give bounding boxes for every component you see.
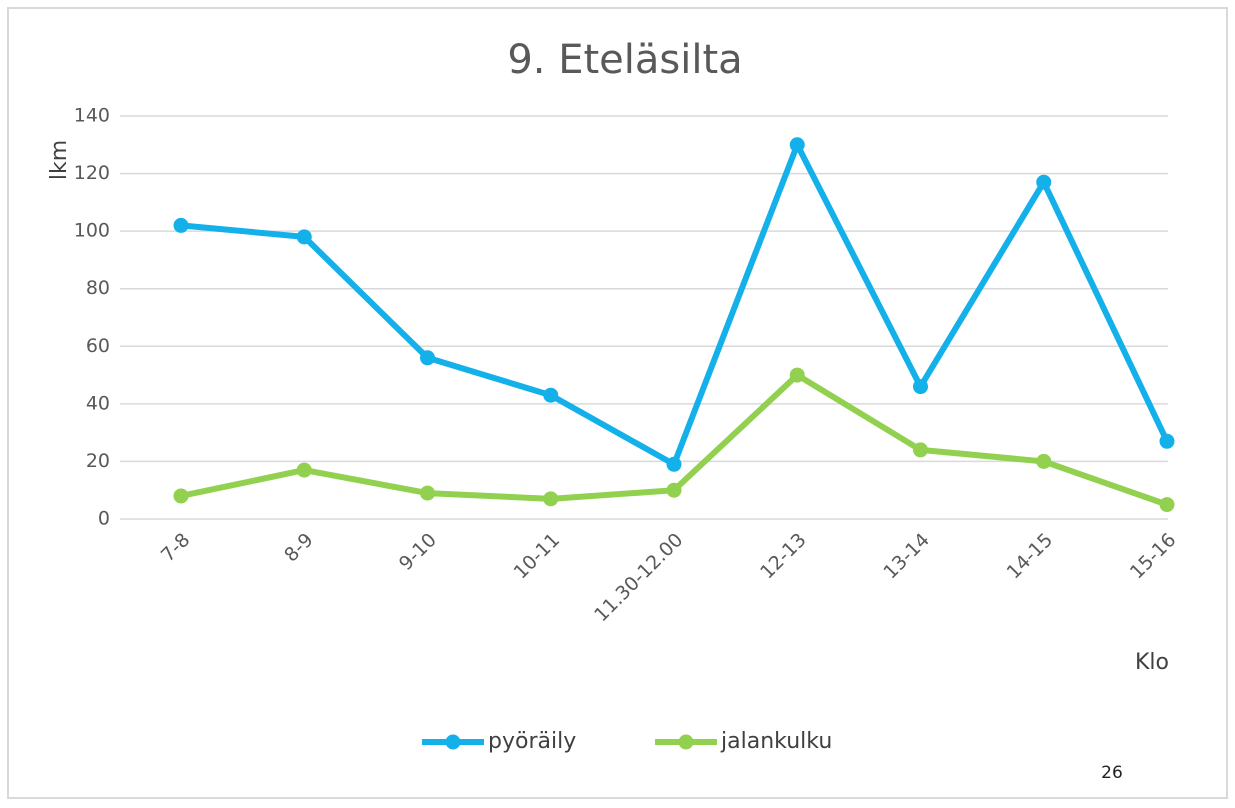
y-tick-label: 60 xyxy=(86,335,110,357)
y-tick-label: 100 xyxy=(74,220,110,242)
data-point xyxy=(543,491,559,507)
data-point xyxy=(666,482,682,498)
chart-title: 9. Eteläsilta xyxy=(507,37,742,83)
data-point xyxy=(296,462,312,478)
legend-marker xyxy=(445,734,461,750)
data-point xyxy=(1036,174,1052,190)
y-tick-label: 20 xyxy=(86,450,110,472)
data-point xyxy=(913,379,928,395)
data-point xyxy=(543,387,559,403)
data-point xyxy=(789,137,805,153)
data-point xyxy=(296,229,312,245)
legend-label: jalankulku xyxy=(720,729,832,754)
data-point xyxy=(173,217,189,233)
data-point xyxy=(420,485,435,501)
frame xyxy=(7,7,1228,799)
y-tick-label: 80 xyxy=(86,277,110,299)
y-tick-label: 140 xyxy=(74,105,110,127)
y-tick-label: 120 xyxy=(74,162,110,184)
x-axis-label: Klo xyxy=(1135,650,1169,675)
y-axis-label: lkm xyxy=(47,140,72,180)
data-point xyxy=(173,488,189,504)
legend-label: pyöräily xyxy=(488,729,576,754)
page-number: 26 xyxy=(1101,763,1123,783)
y-tick-label: 40 xyxy=(86,392,110,414)
data-point xyxy=(789,367,805,383)
data-point xyxy=(913,442,928,458)
data-point xyxy=(1036,453,1052,469)
y-tick-label: 0 xyxy=(98,508,110,530)
data-point xyxy=(1159,433,1175,449)
data-point xyxy=(666,456,682,472)
data-point xyxy=(420,350,435,366)
legend-marker xyxy=(678,734,694,750)
data-point xyxy=(1159,497,1175,513)
